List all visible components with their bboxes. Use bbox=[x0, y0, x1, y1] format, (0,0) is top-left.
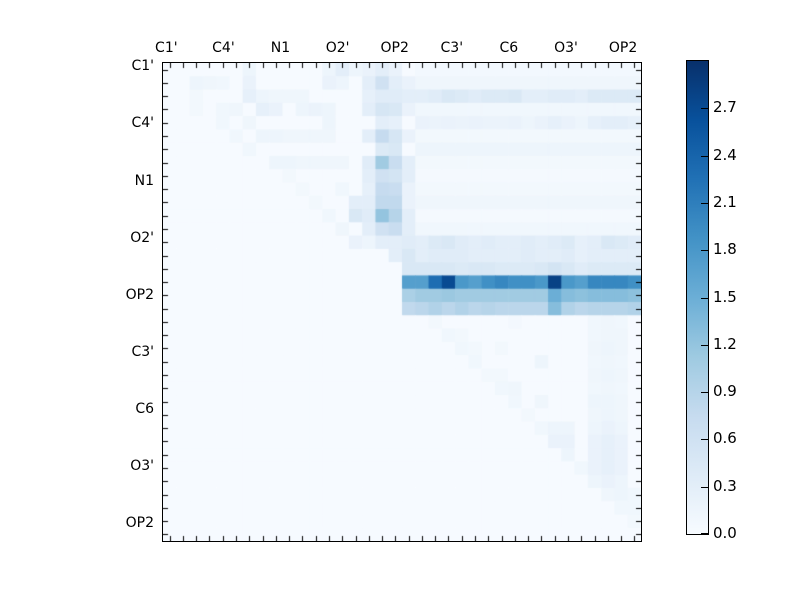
heatmap-canvas bbox=[163, 63, 641, 541]
y-axis-label: OP2 bbox=[125, 286, 154, 303]
colorbar-tick bbox=[701, 439, 708, 440]
colorbar-tick bbox=[701, 392, 708, 393]
x-axis-label: C3' bbox=[440, 40, 464, 56]
colorbar-tick-label: 1.8 bbox=[713, 240, 737, 259]
y-axis-label: C6 bbox=[135, 400, 154, 417]
y-axis-label: OP2 bbox=[125, 515, 154, 532]
colorbar-tick-label: 2.7 bbox=[713, 98, 737, 117]
y-axis-label: O2' bbox=[130, 229, 154, 246]
x-axis-label: O2' bbox=[325, 40, 350, 56]
x-axis-label: O3' bbox=[554, 40, 578, 56]
y-axis-label: N1 bbox=[134, 172, 154, 189]
y-axis-label: C3' bbox=[131, 343, 154, 360]
x-axis-label: C1' bbox=[155, 40, 178, 56]
x-axis-label: N1 bbox=[270, 40, 291, 56]
colorbar-tick bbox=[701, 533, 708, 534]
x-axis-label: OP2 bbox=[608, 40, 638, 56]
heatmap-plot bbox=[162, 62, 642, 542]
colorbar-tick bbox=[701, 250, 708, 251]
x-axis-label: C4' bbox=[212, 40, 235, 56]
colorbar-tick-label: 0.6 bbox=[713, 429, 737, 448]
colorbar-tick-label: 0.3 bbox=[713, 476, 737, 495]
colorbar-tick bbox=[701, 298, 708, 299]
colorbar-tick bbox=[701, 108, 708, 109]
colorbar bbox=[686, 60, 709, 535]
y-axis-label: C1' bbox=[131, 58, 154, 75]
colorbar-tick-label: 2.4 bbox=[713, 145, 737, 164]
colorbar-tick bbox=[701, 487, 708, 488]
colorbar-tick-label: 1.2 bbox=[713, 334, 737, 353]
colorbar-tick bbox=[701, 203, 708, 204]
colorbar-gradient bbox=[687, 61, 708, 534]
colorbar-tick-label: 0.0 bbox=[713, 524, 737, 542]
colorbar-tick bbox=[701, 345, 708, 346]
y-axis-label: O3' bbox=[130, 457, 154, 474]
colorbar-tick-label: 0.9 bbox=[713, 382, 737, 401]
x-axis-label: OP2 bbox=[380, 40, 409, 56]
y-axis-label: C4' bbox=[131, 115, 154, 132]
colorbar-tick-label: 2.1 bbox=[713, 192, 737, 211]
colorbar-tick-label: 1.5 bbox=[713, 287, 737, 306]
x-axis-label: C6 bbox=[499, 40, 519, 56]
colorbar-tick bbox=[701, 156, 708, 157]
